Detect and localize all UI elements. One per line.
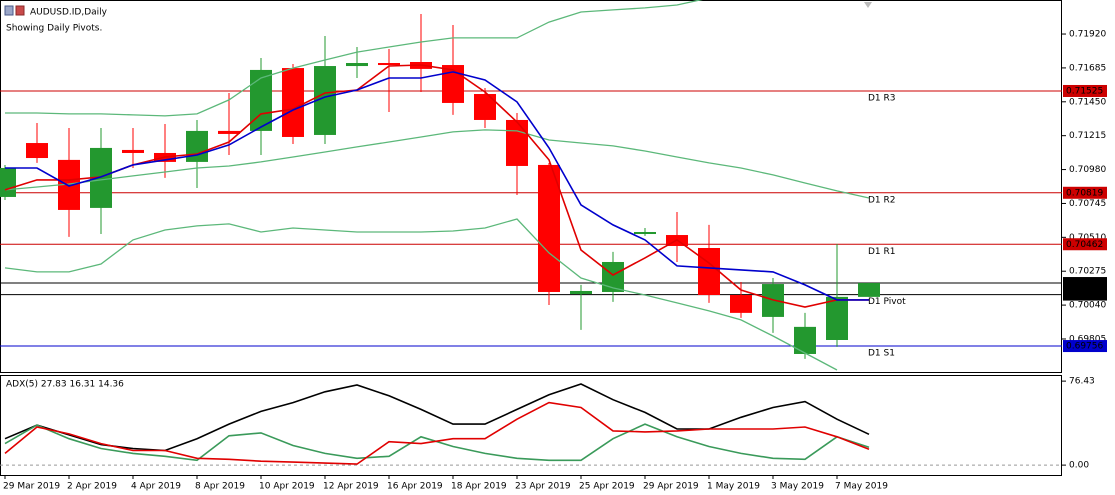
- adx-line: [4, 383, 870, 452]
- candle-body: [0, 167, 16, 197]
- chart-subtitle: Showing Daily Pivots.: [6, 24, 102, 34]
- y-tick-label: 0.71215: [1069, 131, 1106, 141]
- y-tick-label: 0.69805: [1069, 334, 1106, 344]
- candle-body: [314, 66, 336, 135]
- x-tick-label: 18 Apr 2019: [451, 482, 507, 492]
- candle-body: [634, 231, 656, 235]
- pivot-price-label: 0.70462: [1066, 240, 1103, 250]
- y-tick-label: 0.70510: [1069, 233, 1106, 243]
- x-tick-label: 12 Apr 2019: [323, 482, 379, 492]
- pivot-name: D1 S1: [868, 349, 895, 359]
- y-tick-label: 0.70040: [1069, 301, 1106, 311]
- candle-body: [698, 248, 720, 296]
- pivot-price-label: 0.71525: [1066, 86, 1103, 96]
- last-price-box: [1063, 277, 1107, 290]
- candle-body: [602, 261, 624, 292]
- y-tick-label: 0.70980: [1069, 165, 1106, 175]
- main-panel: [0, 0, 1062, 373]
- x-tick-label: 29 Apr 2019: [643, 482, 699, 492]
- y-tick-label: 76.43: [1069, 377, 1095, 387]
- candle-body: [538, 164, 560, 292]
- pivot-name: D1 R2: [868, 195, 896, 205]
- pivot-price-box: [1063, 340, 1107, 353]
- candle-body: [58, 159, 80, 210]
- candle-body: [826, 296, 848, 340]
- candle-body: [378, 63, 400, 66]
- y-tick-label: 0.00: [1069, 461, 1089, 471]
- candle-body: [570, 290, 592, 294]
- symbol-icon: [4, 5, 25, 16]
- x-tick-label: 7 May 2019: [835, 482, 888, 492]
- candle-body: [858, 283, 880, 297]
- adx-panel: [0, 375, 1062, 476]
- pivot-price-box: [1063, 84, 1107, 97]
- pivot-name: D1 R3: [868, 93, 896, 103]
- adx-plot: [0, 383, 1062, 466]
- candle-body: [26, 143, 48, 159]
- pivot-price-box: [1063, 288, 1107, 301]
- last-price-label: 0.70193: [1066, 279, 1103, 289]
- x-tick-label: 29 Mar 2019: [3, 482, 60, 492]
- y-tick-label: 0.71920: [1069, 30, 1106, 40]
- price-plot: [0, 0, 1062, 371]
- pivot-price-label: 0.69756: [1066, 342, 1103, 352]
- indicator-line: [4, 64, 869, 308]
- x-tick-label: 4 Apr 2019: [131, 482, 181, 492]
- x-tick-label: 25 Apr 2019: [579, 482, 635, 492]
- x-tick-label: 16 Apr 2019: [387, 482, 443, 492]
- candle-body: [250, 69, 272, 131]
- candle-body: [218, 130, 240, 134]
- x-tick-label: 10 Apr 2019: [259, 482, 315, 492]
- shift-marker: [864, 2, 872, 8]
- candle-body: [474, 94, 496, 120]
- pivot-price-box: [1063, 238, 1107, 251]
- candle-body: [794, 326, 816, 354]
- y-tick-label: 0.71450: [1069, 97, 1106, 107]
- candle-body: [90, 147, 112, 208]
- candle-body: [730, 295, 752, 313]
- indicator-line: [5, 71, 869, 301]
- pivot-name: D1 R1: [868, 247, 896, 257]
- x-tick-label: 23 Apr 2019: [515, 482, 571, 492]
- adx-line: [4, 401, 870, 465]
- pivot-price-box: [1063, 186, 1107, 199]
- y-tick-label: 0.70275: [1069, 267, 1106, 277]
- x-tick-label: 8 Apr 2019: [195, 482, 245, 492]
- indicator-line: [4, 129, 870, 199]
- candle-body: [346, 63, 368, 67]
- x-tick-label: 3 May 2019: [771, 482, 824, 492]
- candle-body: [282, 68, 304, 137]
- chart-title: AUDUSD.ID,Daily: [30, 8, 108, 18]
- x-tick-label: 1 May 2019: [707, 482, 760, 492]
- y-tick-label: 0.70745: [1069, 199, 1106, 209]
- adx-title: ADX(5) 27.83 16.31 14.36: [6, 380, 124, 390]
- pivot-name: D1 Pivot: [868, 297, 906, 307]
- y-tick-label: 0.71685: [1069, 63, 1106, 73]
- candle-body: [186, 130, 208, 162]
- pivot-price-label: 0.70819: [1066, 188, 1103, 198]
- candle-body: [506, 119, 528, 166]
- indicator-line: [5, 0, 703, 117]
- indicator-line: [4, 218, 838, 371]
- pivot-price-label: 0.70113: [1066, 290, 1103, 300]
- x-tick-label: 2 Apr 2019: [67, 482, 117, 492]
- candle-body: [122, 149, 144, 153]
